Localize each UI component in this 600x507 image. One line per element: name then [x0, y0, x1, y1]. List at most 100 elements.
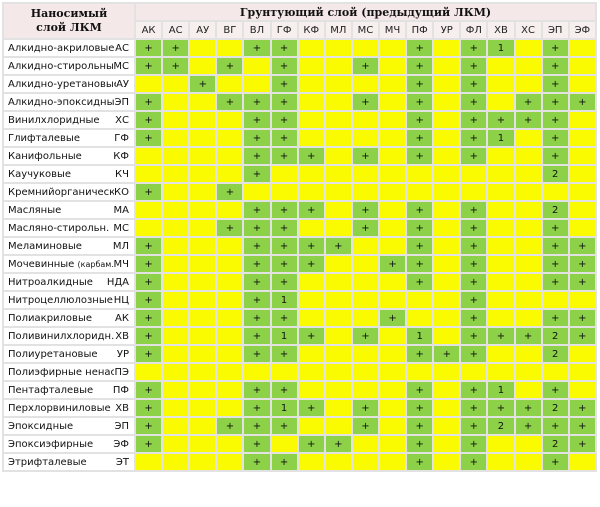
compatibility-cell: +: [271, 40, 297, 56]
row-material-code: ЭП: [114, 420, 129, 432]
compatibility-cell: [379, 328, 406, 344]
compatibility-cell: [217, 364, 243, 380]
compatibility-cell: [298, 346, 324, 362]
row-header: Эпоксидные ЭП: [4, 418, 134, 434]
row-material-name: Масляные: [8, 204, 62, 216]
compatibility-cell: +: [352, 400, 378, 416]
compatibility-cell: +: [244, 220, 270, 236]
compatibility-cell: [271, 364, 297, 380]
table-row: Масляные МА + + + + + +2: [4, 202, 595, 218]
compatibility-cell: +: [271, 310, 297, 326]
compatibility-cell: +: [244, 40, 270, 56]
row-header: Кремнийорганическ. КО: [4, 184, 134, 200]
compatibility-cell: [434, 256, 460, 272]
compatibility-cell: +: [271, 274, 297, 290]
compatibility-cell: +: [407, 202, 433, 218]
compatibility-cell: +: [407, 40, 433, 56]
compatibility-cell: +: [461, 220, 487, 236]
row-material-code: НЦ: [113, 294, 129, 306]
compatibility-cell: 1: [488, 40, 514, 56]
compatibility-cell: [298, 220, 324, 236]
compatibility-cell: +: [542, 382, 568, 398]
compatibility-cell: +: [136, 184, 162, 200]
compatibility-cell: +: [136, 274, 162, 290]
column-header-13: ХВ: [488, 22, 514, 38]
compatibility-cell: [217, 40, 243, 56]
column-header-16: ЭФ: [569, 22, 595, 38]
row-material-code: КО: [114, 186, 129, 198]
compatibility-cell: [190, 94, 216, 110]
compatibility-cell: [407, 310, 433, 326]
row-material-code: МС: [113, 60, 129, 72]
table-row: Масляно-стирольн. МС + + + + + + +: [4, 220, 595, 236]
compatibility-cell: [379, 382, 406, 398]
table-row: Перхлорвиниловые ХВ + +1 + + + + + +2 +: [4, 400, 595, 416]
compatibility-cell: [515, 454, 541, 470]
compatibility-cell: [136, 76, 162, 92]
compatibility-cell: [352, 346, 378, 362]
compatibility-cell: +: [569, 274, 595, 290]
compatibility-cell: +: [569, 400, 595, 416]
compatibility-cell: [379, 76, 406, 92]
compatibility-cell: [136, 202, 162, 218]
table-row: Полиакриловые АК + + + + + + +: [4, 310, 595, 326]
compatibility-cell: +: [407, 130, 433, 146]
row-material-code: ЭТ: [115, 456, 129, 468]
compatibility-cell: [461, 364, 487, 380]
compatibility-cell: 1: [271, 292, 297, 308]
compatibility-cell: [569, 166, 595, 182]
compatibility-cell: [379, 202, 406, 218]
compatibility-cell: [434, 220, 460, 236]
compatibility-cell: [569, 40, 595, 56]
row-material-name: Полиакриловые: [8, 312, 92, 324]
compatibility-cell: [190, 454, 216, 470]
column-header-row: АК АС АУ ВГ ВЛ ГФ КФ МЛ МС МЧ ПФ УР ФЛ ХВ ХС ЭП ЭФ: [4, 22, 595, 38]
compatibility-cell: +: [542, 130, 568, 146]
row-header: Винилхлоридные ХС: [4, 112, 134, 128]
compatibility-cell: +: [407, 454, 433, 470]
compatibility-cell: +: [461, 94, 487, 110]
compatibility-cell: [434, 76, 460, 92]
row-material-code: ЭФ: [113, 438, 129, 450]
compatibility-cell: [569, 58, 595, 74]
row-header: Алкидно-стирольные МС: [4, 58, 134, 74]
compatibility-cell: +: [271, 346, 297, 362]
table-row: Нитроцеллюлозные НЦ + +1 +: [4, 292, 595, 308]
compatibility-cell: [325, 382, 351, 398]
compatibility-cell: [217, 436, 243, 452]
compatibility-cell: +: [407, 274, 433, 290]
compatibility-cell: [352, 112, 378, 128]
compatibility-cell: [515, 382, 541, 398]
compatibility-cell: [379, 400, 406, 416]
compatibility-cell: [434, 238, 460, 254]
compatibility-cell: [515, 58, 541, 74]
row-header: Канифольные КФ: [4, 148, 134, 164]
row-material-name: Этрифталевые: [8, 456, 87, 468]
compatibility-cell: [298, 94, 324, 110]
compatibility-cell: [298, 40, 324, 56]
compatibility-cell: [434, 94, 460, 110]
compatibility-cell: [325, 310, 351, 326]
compatibility-cell: [325, 328, 351, 344]
row-header: Алкидно-акриловые АС: [4, 40, 134, 56]
column-header-9: МЧ: [379, 22, 406, 38]
compatibility-cell: [298, 364, 324, 380]
compatibility-cell: +: [542, 220, 568, 236]
compatibility-cell: [190, 292, 216, 308]
compatibility-cell: +: [244, 454, 270, 470]
compatibility-cell: +: [461, 76, 487, 92]
compatibility-cell: +: [461, 346, 487, 362]
compatibility-cell: [163, 256, 189, 272]
row-material-code: ХС: [115, 114, 129, 126]
compatibility-cell: [515, 148, 541, 164]
compatibility-cell: [488, 166, 514, 182]
compatibility-cell: +: [244, 238, 270, 254]
row-material-name: Мочевинные: [8, 258, 75, 270]
column-header-0: АК: [136, 22, 162, 38]
row-header: Полиакриловые АК: [4, 310, 134, 326]
compatibility-cell: +: [542, 256, 568, 272]
compatibility-cell: +: [217, 94, 243, 110]
row-material-code: АС: [115, 42, 129, 54]
compatibility-cell: [569, 382, 595, 398]
compatibility-cell: [163, 436, 189, 452]
